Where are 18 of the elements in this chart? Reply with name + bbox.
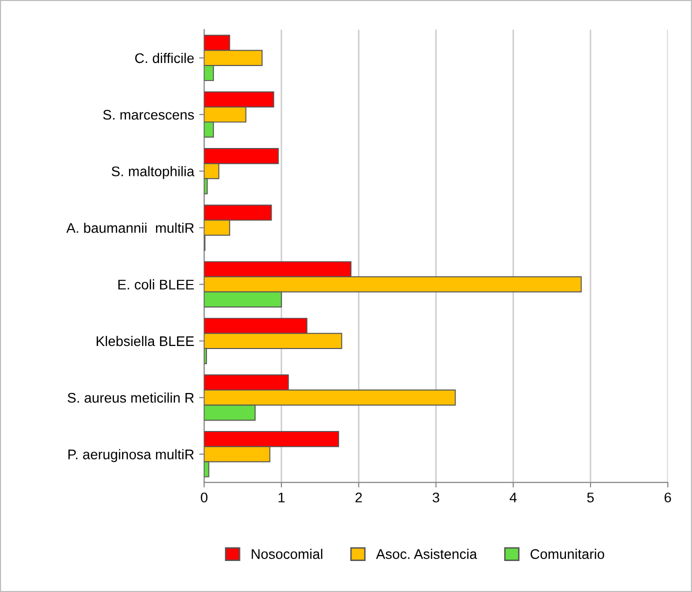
y-tick-label: Klebsiella BLEE <box>96 336 194 346</box>
x-tick-label: 6 <box>664 492 672 502</box>
legend-label: Nosocomial <box>252 548 322 559</box>
legend-label: Asoc. Asistencia <box>376 548 478 559</box>
y-tick-label: S. marcescens <box>103 110 194 120</box>
x-tick-label: 5 <box>587 492 594 502</box>
y-tick-label: E. coli BLEE <box>118 279 194 290</box>
x-tick-label: 1 <box>278 492 285 502</box>
y-tick-label: A. baumannii multiR <box>66 222 194 233</box>
legend-label: Comunitario <box>530 548 604 559</box>
y-tick-label: S. aureus meticilin R <box>68 392 194 403</box>
x-tick-label: 0 <box>200 492 208 502</box>
y-tick-label: S. maltophilia <box>112 166 194 180</box>
y-tick-label: C. difficile <box>135 52 194 64</box>
x-tick-label: 2 <box>356 492 362 502</box>
y-tick-label: P. aeruginosa multiR <box>68 449 194 462</box>
x-tick-label: 3 <box>432 492 440 502</box>
x-tick-label: 4 <box>510 492 517 502</box>
